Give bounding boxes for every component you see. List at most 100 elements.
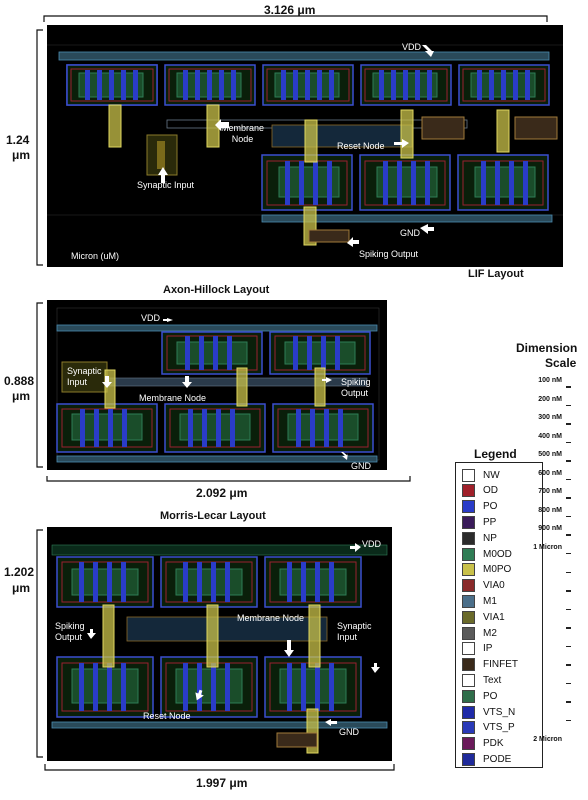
legend-label: VIA1 <box>483 611 505 623</box>
morris-height-value: 1.202 <box>4 565 35 579</box>
scale-title-line1: Dimension <box>516 341 578 355</box>
legend-swatch <box>462 642 475 656</box>
legend-item: VIA0 <box>462 578 505 594</box>
legend-item: VTS_P <box>462 720 515 736</box>
scale-tick-mark <box>566 608 571 610</box>
legend-swatch <box>462 658 475 672</box>
legend-swatch <box>462 468 475 482</box>
morris-label-vdd: VDD <box>362 539 382 549</box>
lif-height-unit: μm <box>12 148 31 162</box>
lif-layout-view: Micron (uM) VDD Membrane Node Reset Node… <box>47 25 563 267</box>
legend-swatch <box>462 563 475 577</box>
morris-height-unit: μm <box>12 581 31 595</box>
morris-label-membrane-node: Membrane Node <box>237 613 305 623</box>
legend-item: M0OD <box>462 546 512 562</box>
legend-swatch <box>462 547 475 561</box>
morris-label-spiking-output: Spiking Output <box>55 621 85 642</box>
legend-item: PDK <box>462 736 504 752</box>
axon-layout-view: VDD Synaptic Input Membrane Node Spiking… <box>47 300 387 470</box>
legend-item: PO <box>462 688 497 704</box>
scale-title-line2: Scale <box>545 356 577 370</box>
legend-item: Text <box>462 672 501 688</box>
legend-item: M1 <box>462 593 497 609</box>
morris-label-reset-node: Reset Node <box>143 711 191 721</box>
legend-item: FINFET <box>462 657 518 673</box>
legend-swatch <box>462 737 475 751</box>
scale-tick-label: 500 nM <box>538 451 562 458</box>
legend-label: IP <box>483 643 493 655</box>
axon-label-membrane-node: Membrane Node <box>139 393 207 403</box>
legend-label: PP <box>483 516 497 528</box>
legend-label: VTS_P <box>483 722 515 734</box>
legend-label: PODE <box>483 753 512 765</box>
scale-tick-mark <box>566 664 571 666</box>
lif-height-value: 1.24 <box>6 133 30 147</box>
legend-item: PODE <box>462 751 511 767</box>
morris-layout-view: VDD Spiking Output Membrane Node Synapti… <box>47 527 392 761</box>
lif-width-label: 3.126 μm <box>264 3 316 17</box>
axon-height-unit: μm <box>12 389 31 403</box>
legend-item: VIA1 <box>462 609 505 625</box>
legend-label: FINFET <box>483 659 518 671</box>
legend-swatch <box>462 579 475 593</box>
scale-tick-mark <box>566 423 571 425</box>
scale-end-label: 2 Micron <box>533 736 562 743</box>
legend-item: PO <box>462 499 497 515</box>
legend-swatch <box>462 626 475 640</box>
legend-swatch <box>462 705 475 719</box>
axon-height-value: 0.888 <box>4 374 35 388</box>
legend-label: PO <box>483 690 498 702</box>
scale-tick-mark <box>566 497 571 499</box>
legend-swatch <box>462 594 475 608</box>
dimension-scale: 100 nM 200 nM 300 nM 400 nM 500 nM 600 nM 700 … <box>530 377 588 758</box>
lif-label-vdd: VDD <box>402 42 422 52</box>
legend-swatch <box>462 689 475 703</box>
legend-label: M1 <box>483 595 497 607</box>
scale-tick-label: 100 nM <box>538 377 562 384</box>
axon-label-spiking-output: Spiking Output <box>341 377 371 398</box>
legend-label: NW <box>483 469 500 481</box>
scale-tick-mark <box>566 441 571 443</box>
scale-tick-mark <box>566 534 571 536</box>
axon-label-synaptic-input: Synaptic Input <box>67 366 102 387</box>
axon-label-gnd: GND <box>351 461 371 470</box>
legend-item: VTS_N <box>462 704 515 720</box>
scale-tick-label: 300 nM <box>538 414 562 421</box>
morris-label-gnd: GND <box>339 727 359 737</box>
axon-layout-drawing <box>56 307 380 463</box>
legend-label: PDK <box>483 738 504 750</box>
legend-item: NW <box>462 467 500 483</box>
legend-swatch <box>462 721 475 735</box>
legend-item: M0PO <box>462 562 511 578</box>
axon-title: Axon-Hillock Layout <box>163 284 270 296</box>
axon-label-vdd: VDD <box>141 313 161 323</box>
lif-label-membrane-node: Membrane Node <box>221 123 265 144</box>
legend-label: OD <box>483 485 498 497</box>
legend-box: NW OD PO PP NP M0OD M0PO VIA0 M1 VIA1 M2 IP FINFET Te… <box>455 462 543 768</box>
scale-tick-label: 900 nM <box>538 525 562 532</box>
legend-swatch <box>462 610 475 624</box>
scale-tick-mark <box>566 478 571 480</box>
scale-tick-mark <box>566 590 571 592</box>
lif-unit-label: Micron (uM) <box>71 251 120 261</box>
legend-label: Text <box>483 674 502 686</box>
lif-layout-drawing <box>47 44 563 247</box>
legend-swatch <box>462 484 475 498</box>
scale-tick-mark <box>566 719 571 721</box>
lif-label-spiking-output: Spiking Output <box>359 249 419 259</box>
legend-label: NP <box>483 532 497 544</box>
lif-label-synaptic-input: Synaptic Input <box>137 180 195 190</box>
scale-tick-mark <box>566 552 571 554</box>
legend-label: M0OD <box>483 548 512 560</box>
legend-label: VTS_N <box>483 706 516 718</box>
scale-tick-mark <box>566 460 571 462</box>
legend-swatch <box>462 531 475 545</box>
legend-label: VIA0 <box>483 580 505 592</box>
axon-width-label: 2.092 μm <box>196 486 248 500</box>
legend-label: PO <box>483 501 498 513</box>
legend-item: M2 <box>462 625 497 641</box>
morris-title: Morris-Lecar Layout <box>160 510 266 522</box>
scale-tick-mark <box>566 404 571 406</box>
lif-label-gnd: GND <box>400 228 420 238</box>
legend-title: Legend <box>474 447 517 461</box>
